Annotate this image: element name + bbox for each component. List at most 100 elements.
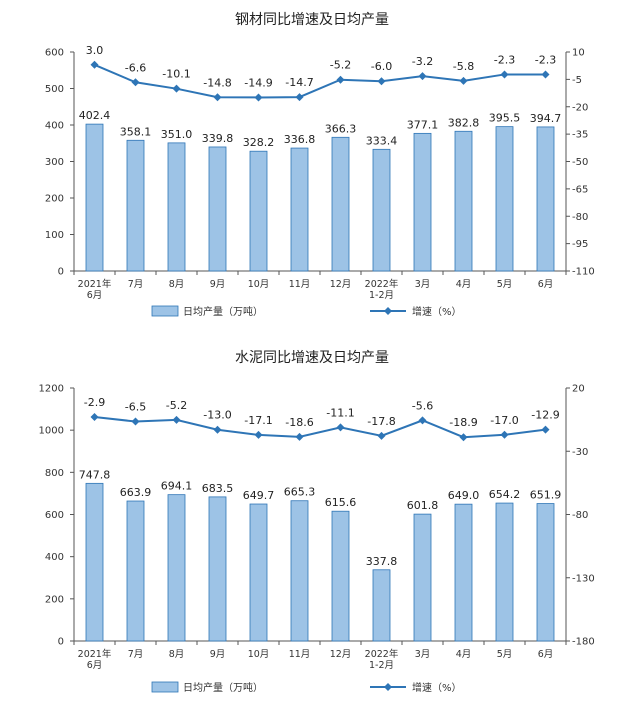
line-point — [254, 93, 263, 102]
line-data-label: -5.8 — [453, 60, 474, 73]
category-label: 7月 — [128, 649, 144, 660]
line-point — [459, 433, 468, 442]
line-point — [213, 93, 222, 102]
legend-line-label: 增速（%） — [412, 305, 462, 318]
chart-2: 水泥同比增速及日均产量 0 200 400 600 800 1000 1200 20 -30 -80… — [39, 350, 595, 694]
bar — [167, 494, 186, 642]
line-point — [500, 70, 509, 79]
bar-data-label: 366.3 — [325, 122, 357, 135]
category-label: 11月 — [289, 279, 311, 290]
category-label: 8月 — [169, 279, 185, 290]
bar-data-label: 333.4 — [366, 134, 398, 147]
line-data-label: -5.2 — [330, 59, 351, 72]
right-tick-label: -180 — [572, 637, 595, 648]
category-label: 2021年 — [78, 278, 112, 290]
legend-bar-label: 日均产量（万吨） — [183, 305, 263, 318]
line-data-label: -14.9 — [244, 76, 272, 89]
line-data-label: -11.1 — [326, 406, 354, 419]
bar — [331, 510, 350, 642]
bar — [126, 139, 145, 272]
right-tick-label: -130 — [572, 573, 595, 584]
right-tick-label: -65 — [572, 184, 588, 195]
growth-line — [94, 415, 546, 439]
category-label: 4月 — [456, 279, 472, 290]
legend-bar-swatch — [151, 305, 179, 317]
right-tick-label: -30 — [572, 447, 588, 458]
category-label: 12月 — [330, 279, 352, 290]
left-tick-label: 200 — [45, 594, 64, 605]
category-label: 2021年 — [78, 648, 112, 660]
line-data-label: -14.7 — [285, 76, 313, 89]
bar-data-label: 358.1 — [120, 125, 152, 138]
category-label: 4月 — [456, 649, 472, 660]
bar-data-label: 663.9 — [120, 486, 152, 499]
right-tick-label: -110 — [572, 267, 595, 278]
bar-data-label: 339.8 — [202, 132, 234, 145]
line-point — [295, 93, 304, 102]
bar-data-label: 694.1 — [161, 480, 193, 493]
bar — [454, 503, 473, 642]
right-tick-label: -50 — [572, 157, 588, 168]
line-point — [213, 425, 222, 434]
line-data-label: -5.6 — [412, 399, 433, 412]
line-data-label: -2.9 — [84, 396, 105, 409]
bar-data-label: 351.0 — [161, 128, 193, 141]
right-tick-label: -95 — [572, 239, 588, 250]
line-point — [418, 72, 427, 81]
line-data-label: -6.5 — [125, 401, 146, 414]
line-point — [500, 430, 509, 439]
line-data-label: -6.6 — [125, 61, 146, 74]
bar-data-label: 654.2 — [489, 488, 521, 501]
bar — [167, 142, 186, 272]
line-point — [418, 416, 427, 425]
growth-line — [94, 63, 546, 99]
right-tick-label: -5 — [572, 75, 582, 86]
line-data-label: -10.1 — [162, 68, 190, 81]
bar — [249, 503, 268, 642]
right-tick-label: -35 — [572, 130, 588, 141]
category-label: 10月 — [248, 279, 270, 290]
bar — [536, 126, 555, 272]
left-tick-label: 400 — [45, 552, 64, 563]
bar-data-label: 615.6 — [325, 496, 357, 509]
legend-line-label: 增速（%） — [412, 681, 462, 694]
legend-line-marker — [384, 683, 392, 691]
left-tick-label: 400 — [45, 121, 64, 132]
bar — [536, 503, 555, 642]
category-label: 12月 — [330, 649, 352, 660]
left-tick-label: 600 — [45, 510, 64, 521]
right-tick-label: 20 — [572, 384, 585, 395]
category-label: 3月 — [415, 279, 431, 290]
bar-data-label: 337.8 — [366, 555, 398, 568]
bar-data-label: 649.7 — [243, 489, 275, 502]
bar — [290, 147, 309, 272]
bar-data-label: 683.5 — [202, 482, 234, 495]
bar — [208, 496, 227, 642]
line-point — [295, 432, 304, 441]
category-label: 6月 — [87, 660, 103, 671]
bar-data-label: 382.8 — [448, 116, 480, 129]
category-label: 9月 — [210, 279, 226, 290]
line-point — [377, 77, 386, 86]
left-tick-label: 500 — [45, 84, 64, 95]
bar — [249, 150, 268, 272]
line-data-label: -6.0 — [371, 60, 392, 73]
line-data-label: -18.9 — [449, 416, 477, 429]
category-label: 1-2月 — [369, 660, 394, 671]
line-point — [131, 78, 140, 87]
line-data-label: -13.0 — [203, 409, 231, 422]
bar-data-label: 377.1 — [407, 118, 439, 131]
line-data-label: -17.8 — [367, 415, 395, 428]
line-data-label: -17.0 — [490, 414, 518, 427]
category-label: 2022年 — [365, 648, 399, 660]
bar — [454, 130, 473, 272]
line-point — [541, 425, 550, 434]
category-label: 6月 — [538, 649, 554, 660]
line-data-label: -3.2 — [412, 55, 433, 68]
bar-data-label: 665.3 — [284, 486, 316, 499]
category-label: 2022年 — [365, 278, 399, 290]
category-label: 3月 — [415, 649, 431, 660]
line-data-label: -14.8 — [203, 76, 231, 89]
category-label: 8月 — [169, 649, 185, 660]
line-point — [336, 75, 345, 84]
